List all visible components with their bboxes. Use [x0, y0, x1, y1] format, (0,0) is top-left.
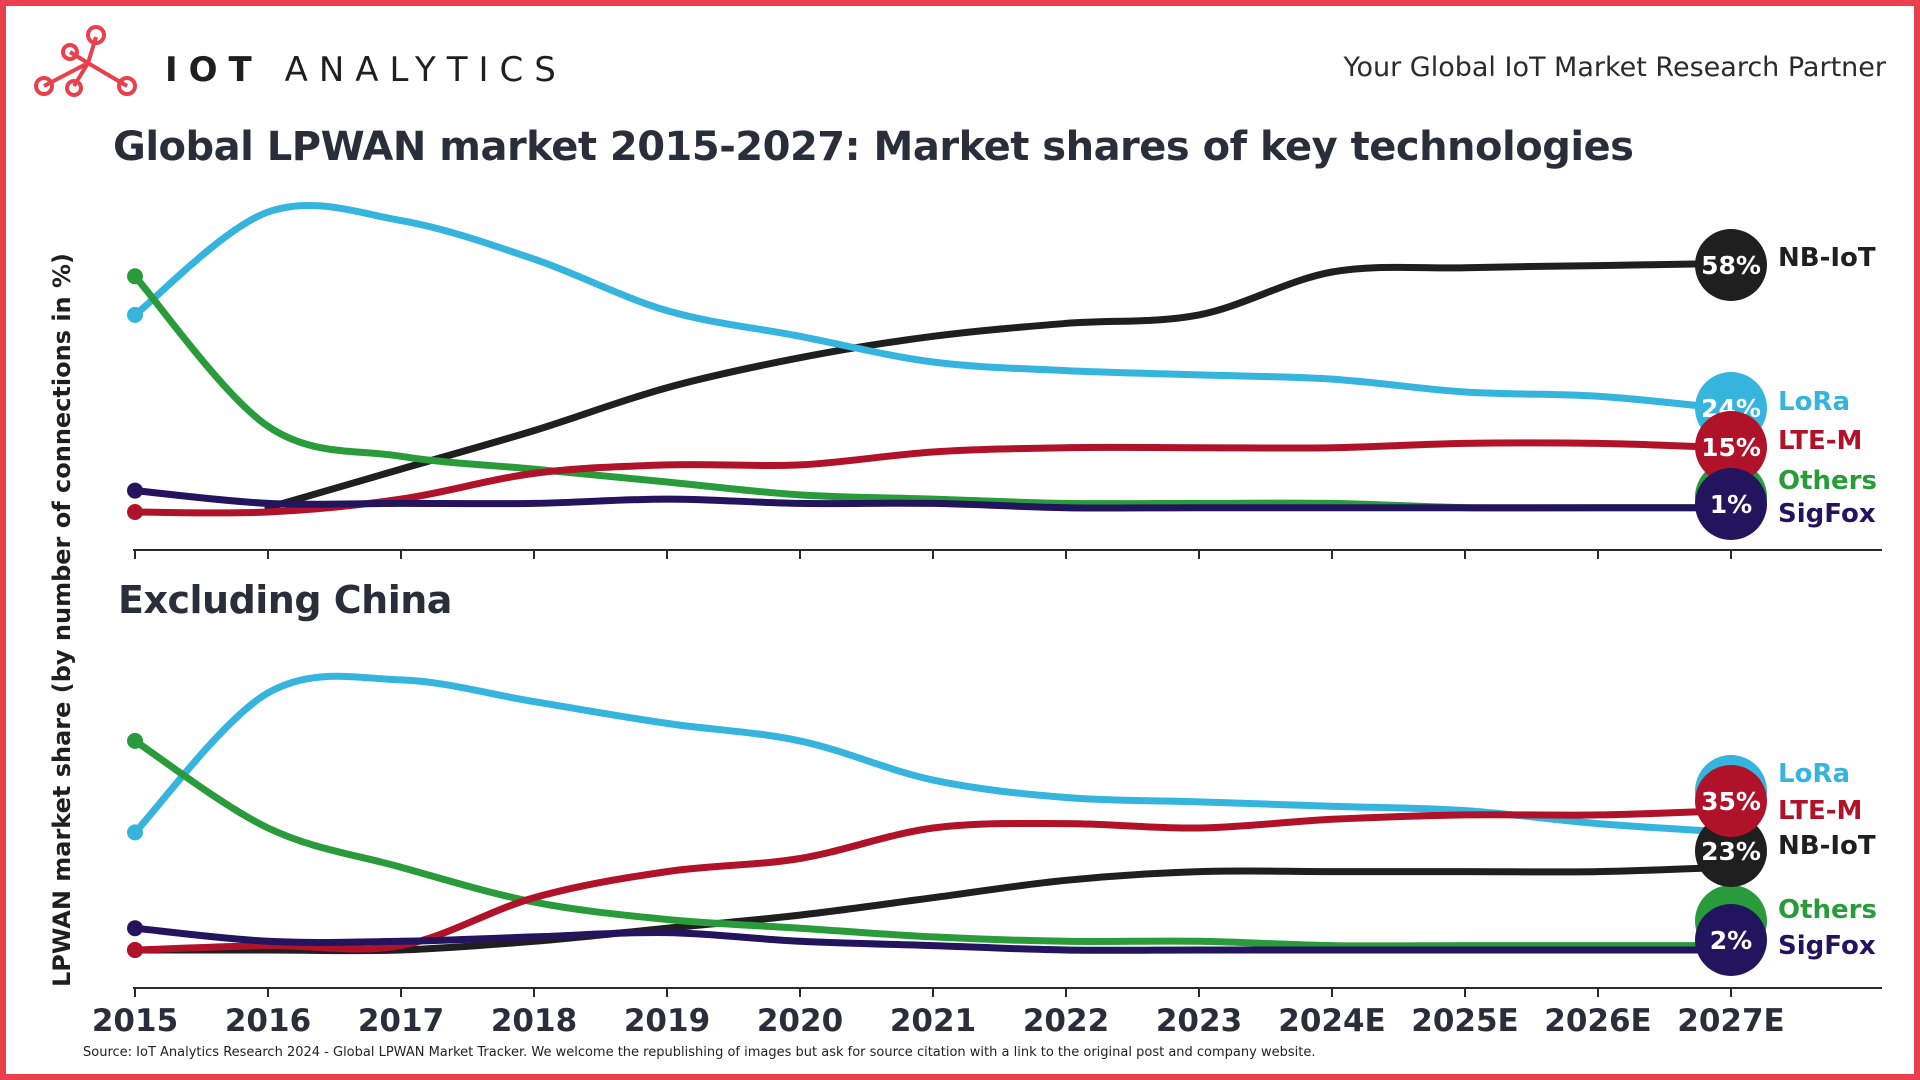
x-tick-label-2021: 2021 — [890, 1003, 976, 1039]
series-label-others-global: Others — [1778, 466, 1877, 496]
x-tick-label-2027e: 2027E — [1677, 1003, 1784, 1039]
brand-bold: IOT — [165, 50, 263, 90]
end-value-lte-m-global: 15% — [1701, 433, 1761, 462]
series-line-lora-excluding-china — [131, 672, 1735, 836]
start-point-sigfox-excluding-china — [127, 920, 143, 937]
x-tick-label-2023: 2023 — [1156, 1003, 1242, 1039]
start-point-others-excluding-china — [127, 732, 143, 749]
end-bubble-nb-iot-excluding-china — [1695, 815, 1767, 887]
series-line-lora-global — [131, 201, 1735, 413]
series-label-nb-iot-excluding-china: NB-IoT — [1778, 831, 1876, 861]
x-tick-label-2016: 2016 — [225, 1003, 311, 1039]
brand-name: IOT ANALYTICS — [165, 50, 567, 90]
end-value-nb-iot-global: 58% — [1701, 251, 1761, 280]
end-value-lte-m-excluding-china: 35% — [1701, 787, 1761, 816]
start-point-lora-excluding-china — [127, 824, 143, 841]
end-bubble-nb-iot-global — [1695, 229, 1767, 301]
series-line-sigfox-excluding-china — [131, 924, 1735, 954]
series-label-nb-iot-global: NB-IoT — [1778, 243, 1876, 273]
start-point-sigfox-global — [127, 482, 143, 499]
x-tick-label-2019: 2019 — [624, 1003, 710, 1039]
series-label-lte-m-global: LTE-M — [1778, 426, 1862, 456]
x-tick-label-2015: 2015 — [92, 1003, 178, 1039]
tagline: Your Global IoT Market Research Partner — [1343, 52, 1886, 83]
network-nodes-icon — [34, 25, 137, 97]
start-point-others-global — [127, 268, 143, 285]
series-label-sigfox-excluding-china: SigFox — [1778, 931, 1876, 961]
series-line-nb-iot-excluding-china — [131, 863, 1735, 955]
start-point-lte-m-global — [127, 504, 143, 520]
chart-subtitle-excluding-china: Excluding China — [118, 578, 452, 622]
start-point-lora-global — [127, 306, 143, 323]
end-bubble-lte-m-excluding-china — [1695, 765, 1767, 837]
x-tick-label-2018: 2018 — [491, 1003, 577, 1039]
series-label-sigfox-global: SigFox — [1778, 499, 1876, 529]
series-line-lte-m-global — [131, 439, 1735, 517]
start-point-lte-m-excluding-china — [127, 942, 143, 958]
x-tick-label-2024e: 2024E — [1278, 1003, 1385, 1039]
end-bubble-sigfox-excluding-china — [1695, 904, 1767, 976]
x-tick-label-2022: 2022 — [1023, 1003, 1109, 1039]
source-note: Source: IoT Analytics Research 2024 - Gl… — [83, 1045, 1316, 1060]
series-label-lora-excluding-china: LoRa — [1778, 759, 1850, 789]
series-line-sigfox-global — [131, 487, 1735, 512]
series-label-lora-global: LoRa — [1778, 387, 1850, 417]
x-tick-label-2020: 2020 — [757, 1003, 843, 1039]
x-tick-label-2026e: 2026E — [1544, 1003, 1651, 1039]
series-label-others-excluding-china: Others — [1778, 895, 1877, 925]
series-line-lte-m-excluding-china — [131, 807, 1735, 954]
chart-title: Global LPWAN market 2015-2027: Market sh… — [113, 124, 1634, 170]
series-line-nb-iot-global — [264, 259, 1735, 512]
series-label-lte-m-excluding-china: LTE-M — [1778, 796, 1862, 826]
end-bubble-lte-m-global — [1695, 411, 1767, 483]
series-line-others-excluding-china — [131, 737, 1735, 950]
end-bubble-sigfox-global — [1695, 468, 1767, 540]
end-value-nb-iot-excluding-china: 23% — [1701, 837, 1761, 866]
x-tick-label-2017: 2017 — [358, 1003, 444, 1039]
end-value-sigfox-global: 1% — [1710, 490, 1752, 519]
x-tick-label-2025e: 2025E — [1411, 1003, 1518, 1039]
brand-light: ANALYTICS — [284, 50, 567, 90]
end-value-sigfox-excluding-china: 2% — [1710, 926, 1752, 955]
